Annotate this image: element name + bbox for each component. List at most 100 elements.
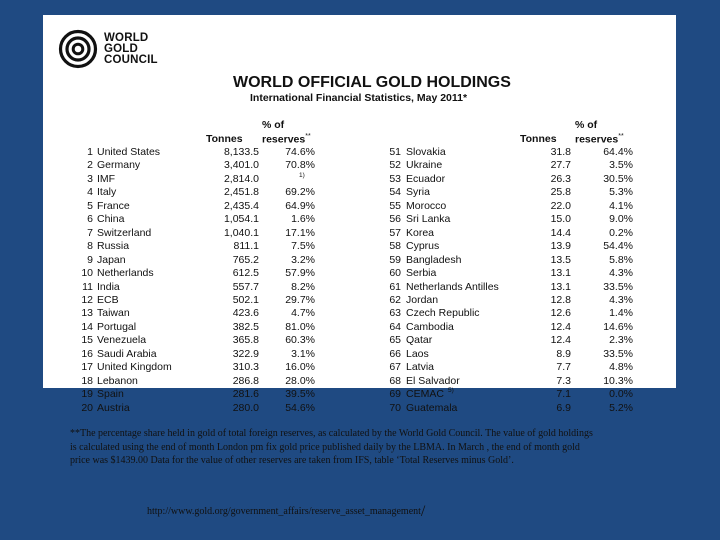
tonnes-cell: 382.5 [232, 320, 259, 333]
country-cell: CEMAC [406, 388, 444, 401]
table-row: 51 Slovakia 31.8 64.4% [43, 146, 676, 159]
rank-cell: 5 [87, 199, 93, 212]
logo-rings-icon [58, 29, 98, 69]
country-cell: Bangladesh [406, 253, 462, 266]
table-row: 67 Latvia 7.7 4.8% [43, 361, 676, 374]
country-cell: Saudi Arabia [97, 347, 157, 360]
tonnes-cell: 1,054.1 [223, 213, 259, 226]
table-row: 12 ECB 502.1 29.7% [43, 294, 676, 307]
rank-cell: 6 [87, 213, 93, 226]
tonnes-cell: 14.4 [550, 226, 571, 239]
country-cell: United States [97, 146, 161, 158]
tonnes-cell: 13.9 [550, 240, 571, 253]
tonnes-cell: 15.0 [550, 213, 571, 226]
rank-cell: 53 [389, 172, 401, 185]
country-cell: Qatar [406, 334, 433, 347]
source-link-url[interactable]: http://www.gold.org/government_affairs/r… [147, 506, 421, 517]
tonnes-cell: 765.2 [232, 253, 259, 266]
source-link[interactable]: http://www.gold.org/government_affairs/r… [147, 503, 425, 521]
country-cell: Ecuador [406, 172, 446, 185]
left-pct-header-line2: reserves** [262, 131, 311, 146]
country-cell: Korea [406, 226, 435, 239]
pct-cell: 3.1% [291, 347, 315, 360]
tonnes-cell: 31.8 [550, 146, 571, 158]
rank-cell: 66 [389, 347, 401, 360]
rank-cell: 7 [87, 226, 93, 239]
tonnes-cell: 12.8 [550, 293, 571, 306]
tonnes-cell: 2,814.0 [223, 172, 259, 185]
rank-cell: 9 [87, 253, 93, 266]
rank-cell: 58 [389, 240, 401, 253]
rank-cell: 14 [81, 320, 93, 333]
country-cell: Austria [97, 401, 130, 414]
table-row: 7 Switzerland 1,040.1 17.1% [43, 227, 676, 240]
tonnes-cell: 3,401.0 [223, 159, 259, 172]
table-row: 65 Qatar 12.4 2.3% [43, 334, 676, 347]
rank-cell: 51 [389, 146, 401, 158]
right-tonnes-header: Tonnes [520, 133, 557, 145]
rank-cell: 60 [389, 267, 401, 280]
table-row: 19 Spain 281.6 39.5% [43, 388, 676, 401]
country-cell: Netherlands Antilles [406, 280, 499, 293]
footnote-marker: 5) [448, 387, 454, 395]
table-row: 68 El Salvador 7.3 10.3% [43, 375, 676, 388]
table-row: 6 China 1,054.1 1.6% [43, 213, 676, 226]
pct-cell: 4.1% [609, 199, 633, 212]
left-tonnes-header: Tonnes [206, 133, 243, 145]
pct-cell: 4.3% [609, 293, 633, 306]
pct-cell: 5.2% [609, 401, 633, 414]
country-cell: Taiwan [97, 307, 130, 320]
tonnes-cell: 13.1 [550, 267, 571, 280]
rank-cell: 55 [389, 199, 401, 212]
rank-cell: 61 [389, 280, 401, 293]
rank-cell: 11 [82, 280, 93, 293]
rank-cell: 19 [81, 388, 93, 401]
tonnes-cell: 13.5 [550, 253, 571, 266]
pct-cell: 1.4% [609, 307, 633, 320]
tonnes-cell: 423.6 [232, 307, 259, 320]
source-link-slash: / [420, 503, 426, 520]
pct-cell: 28.0% [285, 374, 315, 387]
country-cell: Netherlands [97, 267, 154, 280]
country-cell: Syria [406, 186, 430, 199]
country-cell: Cambodia [406, 320, 454, 333]
tonnes-cell: 8,133.5 [223, 146, 259, 158]
logo-line-3: COUNCIL [104, 53, 158, 66]
slide-content-panel: WORLD GOLD COUNCIL WORLD OFFICIAL GOLD H… [43, 15, 676, 414]
rank-cell: 16 [81, 347, 93, 360]
pct-cell: 3.5% [609, 159, 633, 172]
table-row: 10 Netherlands 612.5 57.9% [43, 267, 676, 280]
table-row: 66 Laos 8.9 33.5% [43, 348, 676, 361]
country-cell: Guatemala [406, 401, 458, 414]
table-row: 59 Bangladesh 13.5 5.8% [43, 254, 676, 267]
tonnes-cell: 6.9 [556, 401, 571, 414]
rank-cell: 3 [87, 172, 93, 185]
country-cell: Japan [97, 253, 126, 266]
table-row: 52 Ukraine 27.7 3.5% [43, 159, 676, 172]
rank-cell: 59 [389, 253, 401, 266]
tonnes-cell: 557.7 [232, 280, 259, 293]
country-cell: Portugal [97, 320, 137, 333]
table-row: 18 Lebanon 286.8 28.0% [43, 375, 676, 388]
table-row: 4 Italy 2,451.8 69.2% [43, 186, 676, 199]
pct-cell: 74.6% [285, 146, 315, 158]
rank-cell: 70 [389, 401, 401, 414]
rank-cell: 63 [389, 307, 401, 320]
tonnes-cell: 7.1 [556, 388, 571, 401]
table-title: WORLD OFFICIAL GOLD HOLDINGS [233, 74, 511, 91]
pct-cell: 57.9% [285, 267, 315, 280]
country-cell: France [97, 199, 130, 212]
table-row: 1 United States 8,133.5 74.6% [43, 146, 676, 159]
right-pct-header-line2: reserves** [575, 131, 624, 146]
tonnes-cell: 322.9 [232, 347, 259, 360]
country-cell: Spain [97, 388, 124, 401]
tonnes-cell: 280.0 [232, 401, 259, 414]
tonnes-cell: 12.4 [550, 320, 571, 333]
rank-cell: 54 [389, 186, 401, 199]
tonnes-cell: 8.9 [556, 347, 571, 360]
left-pct-header-marker: ** [305, 133, 311, 140]
tonnes-cell: 13.1 [550, 280, 571, 293]
tonnes-cell: 2,435.4 [223, 199, 259, 212]
table-row: 11 India 557.7 8.2% [43, 281, 676, 294]
logo-wordmark: WORLD GOLD COUNCIL [104, 32, 158, 66]
